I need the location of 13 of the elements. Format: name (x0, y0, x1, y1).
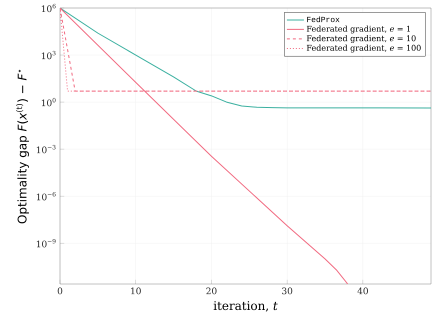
x-tick-label: 30 (282, 288, 292, 294)
x-axis-title: iteration, t (214, 301, 278, 312)
y-tick-label: 10$^{6}$ (42, 4, 56, 12)
y-tick-label: 10$^{−3}$ (36, 144, 56, 154)
x-tick-label: 40 (357, 288, 368, 294)
y-tick-label: 10$^{0}$ (42, 98, 56, 106)
y-tick-label: 10$^{−9}$ (36, 239, 56, 248)
x-tick-label: 0 (58, 288, 62, 294)
y-tick-label: 10$^{−6}$ (36, 192, 56, 200)
y-tick-label: 10$^{3}$ (42, 50, 56, 60)
x-tick-label: 20 (206, 288, 217, 294)
x-tick-label: 10 (131, 288, 141, 294)
y-axis-title: Optimality gap F(x$^{(t)}$) − F$^{⋆}$ (16, 69, 29, 224)
